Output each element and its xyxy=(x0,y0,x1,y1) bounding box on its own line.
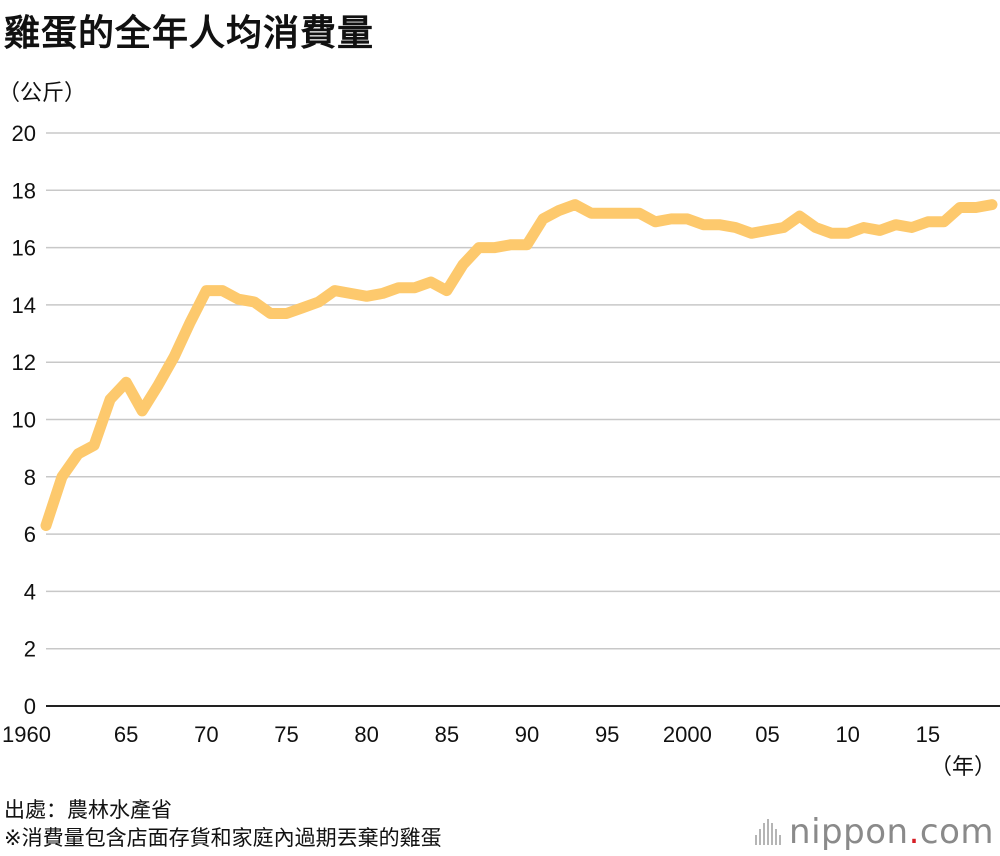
line-chart: 0 2 4 6 8 10 12 14 16 18 20 1960 65 70 75 80 85 90 95 2000… xyxy=(0,81,1000,780)
y-tick-label: 8 xyxy=(24,465,36,490)
y-tick-label: 16 xyxy=(12,236,36,261)
y-axis-unit-label: （公斤） xyxy=(0,81,86,106)
y-tick-label: 0 xyxy=(24,694,36,719)
x-tick-label: 70 xyxy=(194,722,218,747)
series-line xyxy=(40,199,998,531)
y-axis-tick-labels: 0 2 4 6 8 10 12 14 16 18 20 xyxy=(12,121,36,719)
brand-name-dot: . xyxy=(908,812,920,852)
y-tick-label: 14 xyxy=(12,293,36,318)
logo-bars-icon xyxy=(755,819,782,845)
x-tick-label: 90 xyxy=(515,722,539,747)
x-tick-label: 15 xyxy=(916,722,940,747)
grid-lines xyxy=(46,132,1000,707)
y-tick-label: 10 xyxy=(12,408,36,433)
source-note: 出處：農林水產省 xyxy=(4,798,172,822)
x-tick-label: 85 xyxy=(435,722,459,747)
x-tick-label: 95 xyxy=(595,722,619,747)
x-axis-unit-label: （年） xyxy=(930,755,996,780)
y-tick-label: 12 xyxy=(12,350,36,375)
footnote: ※消費量包含店面存貨和家庭內過期丟棄的雞蛋 xyxy=(4,826,442,850)
x-axis-tick-labels: 1960 65 70 75 80 85 90 95 2000 05 10 15 xyxy=(2,722,940,747)
x-tick-label: 80 xyxy=(354,722,378,747)
y-tick-label: 2 xyxy=(24,637,36,662)
chart-notes: 出處：農林水產省 ※消費量包含店面存貨和家庭內過期丟棄的雞蛋 xyxy=(4,796,442,852)
x-tick-label: 05 xyxy=(755,722,779,747)
brand-name-tld: com xyxy=(919,812,994,852)
x-tick-label: 2000 xyxy=(663,722,712,747)
chart-title: 雞蛋的全年人均消費量 xyxy=(4,13,375,54)
brand-name-main: nippon xyxy=(789,812,909,852)
y-tick-label: 18 xyxy=(12,178,36,203)
series-layer xyxy=(40,199,998,531)
x-tick-label: 75 xyxy=(274,722,298,747)
brand-logo: nippon. com xyxy=(755,812,994,852)
x-tick-label: 10 xyxy=(835,722,859,747)
x-tick-label: 1960 xyxy=(2,722,51,747)
y-tick-label: 20 xyxy=(12,121,36,146)
y-tick-label: 4 xyxy=(24,579,36,604)
x-tick-label: 65 xyxy=(114,722,138,747)
y-tick-label: 6 xyxy=(24,522,36,547)
